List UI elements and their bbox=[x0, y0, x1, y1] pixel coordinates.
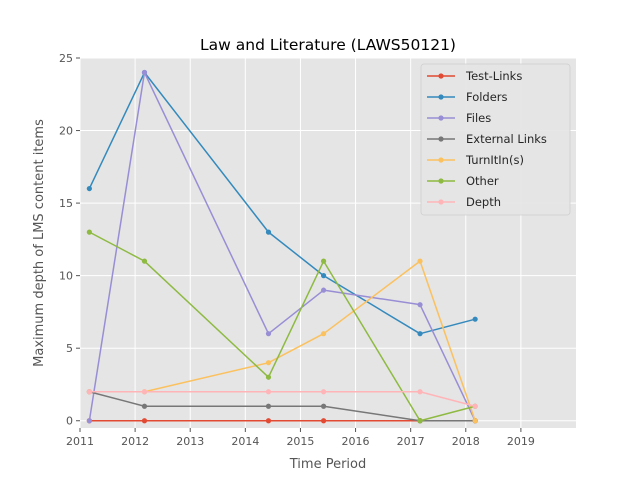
legend-label: Test-Links bbox=[465, 69, 522, 83]
data-point-depth bbox=[320, 389, 327, 395]
data-point-external-links bbox=[141, 403, 148, 409]
data-point-folders bbox=[417, 331, 423, 337]
legend-marker bbox=[438, 136, 444, 142]
y-tick-label: 20 bbox=[59, 125, 73, 138]
data-point-turnitin-s bbox=[472, 418, 478, 424]
x-tick-label: 2019 bbox=[507, 435, 535, 448]
legend-label: TurnItIn(s) bbox=[465, 153, 524, 167]
series-depth bbox=[86, 389, 478, 409]
data-point-files bbox=[141, 69, 148, 76]
data-point-turnitin-s bbox=[417, 258, 423, 264]
x-axis-label: Time Period bbox=[289, 457, 366, 472]
data-point-files bbox=[417, 302, 423, 308]
series-group bbox=[86, 69, 478, 424]
data-point-folders bbox=[472, 316, 478, 322]
legend-marker bbox=[438, 178, 444, 184]
data-point-depth bbox=[141, 389, 148, 395]
data-point-other bbox=[417, 418, 423, 424]
x-tick-label: 2014 bbox=[231, 435, 259, 448]
series-line-files bbox=[88, 71, 476, 422]
x-axis-ticks: 2011 2012 2013 2014 2015 2016 2017 2018 2019 bbox=[66, 428, 535, 448]
data-point-folders bbox=[86, 185, 92, 192]
data-point-folders bbox=[265, 229, 272, 235]
y-axis-ticks: 0 5 10 15 20 25 bbox=[59, 52, 80, 428]
legend: Test-Links Folders Files External Links Turn… bbox=[420, 63, 571, 216]
series-line-depth bbox=[89, 390, 476, 407]
legend-label: External Links bbox=[466, 132, 547, 146]
data-point-other bbox=[86, 229, 92, 235]
x-tick-label: 2012 bbox=[121, 435, 149, 448]
data-point-depth bbox=[472, 403, 478, 409]
x-tick-label: 2017 bbox=[397, 435, 425, 448]
legend-item-turnitin-s: TurnItIn(s) bbox=[427, 153, 524, 167]
chart-title: Law and Literature (LAWS50121) bbox=[200, 36, 456, 54]
data-point-other bbox=[320, 258, 327, 264]
data-point-other bbox=[265, 374, 272, 380]
data-point-depth bbox=[86, 389, 92, 395]
legend-item-external-links: External Links bbox=[427, 132, 547, 146]
y-tick-label: 25 bbox=[59, 52, 73, 65]
data-point-turnitin-s bbox=[320, 331, 327, 337]
data-point-external-links bbox=[265, 403, 272, 409]
legend-marker bbox=[438, 94, 444, 100]
legend-label: Other bbox=[466, 174, 499, 188]
series-line-folders bbox=[88, 71, 476, 335]
data-point-depth bbox=[265, 389, 272, 395]
data-point-files bbox=[265, 331, 272, 337]
legend-marker bbox=[438, 199, 444, 205]
y-tick-label: 5 bbox=[66, 342, 73, 355]
y-tick-label: 10 bbox=[59, 270, 73, 283]
data-point-files bbox=[86, 418, 92, 424]
legend-item-other: Other bbox=[427, 174, 499, 188]
legend-label: Folders bbox=[466, 90, 508, 104]
data-point-turnitin-s bbox=[265, 360, 272, 366]
x-tick-label: 2016 bbox=[342, 435, 370, 448]
legend-item-test-links: Test-Links bbox=[427, 69, 522, 83]
legend-marker bbox=[438, 157, 444, 163]
y-tick-label: 15 bbox=[59, 197, 73, 210]
data-point-test-links bbox=[141, 418, 148, 424]
legend-item-files: Files bbox=[427, 111, 491, 125]
data-point-test-links bbox=[320, 418, 327, 424]
legend-item-folders: Folders bbox=[427, 90, 508, 104]
data-point-depth bbox=[417, 389, 423, 395]
x-tick-label: 2018 bbox=[452, 435, 480, 448]
data-point-test-links bbox=[265, 418, 272, 424]
data-point-external-links bbox=[320, 403, 327, 409]
series-line-other bbox=[89, 231, 476, 422]
data-point-files bbox=[320, 287, 327, 293]
legend-box bbox=[420, 63, 571, 216]
y-axis-label: Maximum depth of LMS content items bbox=[32, 119, 47, 367]
x-tick-label: 2013 bbox=[176, 435, 204, 448]
legend-label: Files bbox=[466, 111, 491, 125]
series-line-external-links bbox=[89, 391, 476, 422]
legend-item-depth: Depth bbox=[427, 195, 501, 209]
data-point-other bbox=[141, 258, 148, 264]
legend-label: Depth bbox=[466, 195, 501, 209]
y-tick-label: 0 bbox=[66, 415, 73, 428]
x-tick-label: 2011 bbox=[66, 435, 94, 448]
legend-marker bbox=[438, 73, 444, 79]
x-tick-label: 2015 bbox=[286, 435, 314, 448]
legend-marker bbox=[438, 115, 444, 121]
data-point-folders bbox=[320, 273, 327, 279]
